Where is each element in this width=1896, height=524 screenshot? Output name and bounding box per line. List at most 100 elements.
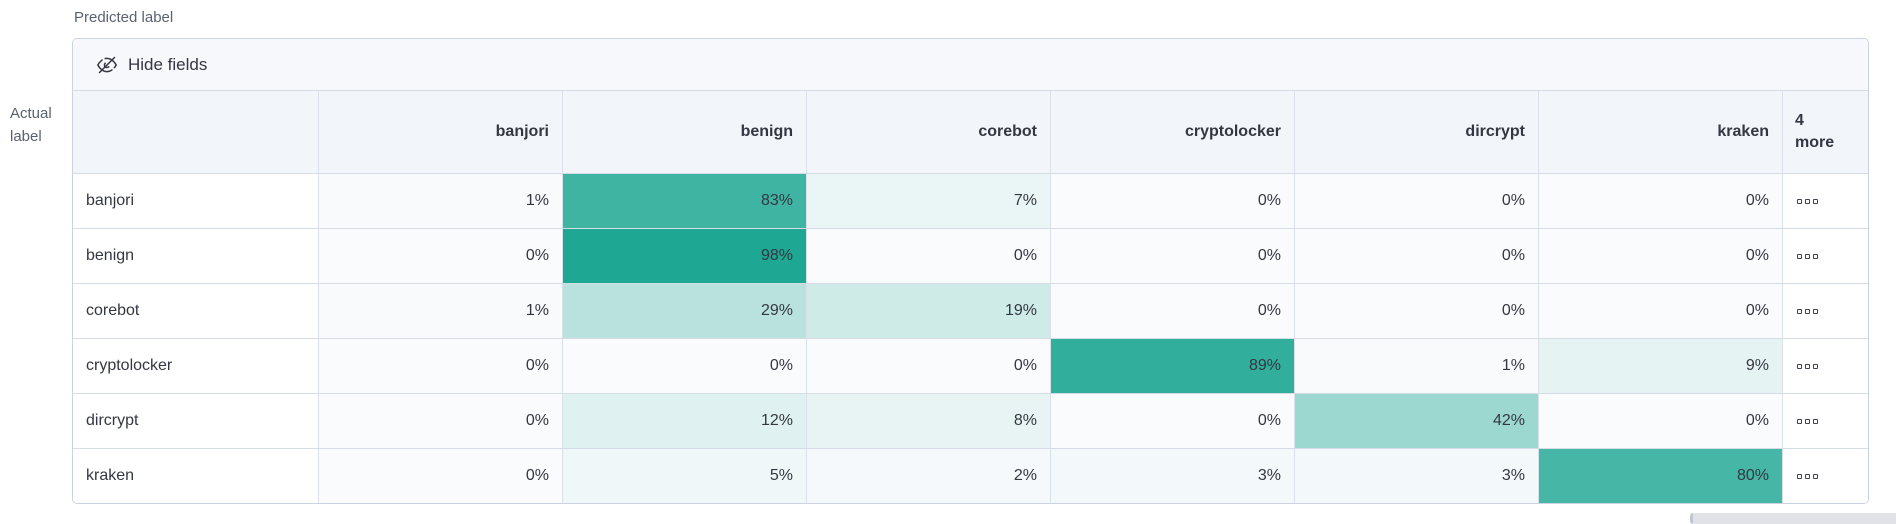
predicted-axis-label: Predicted label	[74, 9, 174, 26]
row-label: corebot	[86, 302, 140, 319]
value-cell[interactable]: 2%	[806, 449, 1050, 503]
row-label: banjori	[86, 192, 135, 209]
value-label: 0%	[1745, 247, 1769, 264]
value-label: 9%	[1745, 357, 1769, 374]
value-cell[interactable]: 0%	[318, 229, 562, 283]
value-label: 0%	[1257, 192, 1281, 209]
value-cell[interactable]: 80%	[1538, 449, 1782, 503]
value-cell[interactable]: 0%	[1294, 229, 1538, 283]
grid-toolbar: Hide fields	[73, 39, 1868, 91]
value-cell[interactable]: 1%	[1294, 339, 1538, 393]
column-header-label: cryptolocker	[1184, 123, 1281, 140]
row-label-cell[interactable]: corebot	[73, 284, 318, 338]
row-overflow-button[interactable]	[1795, 470, 1820, 483]
row-overflow-button[interactable]	[1795, 250, 1820, 263]
value-cell[interactable]: 5%	[562, 449, 806, 503]
value-cell[interactable]: 0%	[1538, 174, 1782, 228]
row-label-cell[interactable]: dircrypt	[73, 394, 318, 448]
value-label: 0%	[1257, 247, 1281, 264]
value-label: 1%	[525, 192, 549, 209]
boxes-horizontal-icon	[1797, 473, 1802, 479]
row-overflow-button[interactable]	[1795, 305, 1820, 318]
value-cell[interactable]: 0%	[318, 394, 562, 448]
row-label-cell[interactable]: benign	[73, 229, 318, 283]
boxes-horizontal-icon	[1797, 253, 1802, 259]
row-overflow-cell	[1782, 449, 1868, 503]
column-header[interactable]: banjori	[318, 91, 562, 173]
value-label: 2%	[1013, 467, 1037, 484]
value-cell[interactable]: 1%	[318, 284, 562, 338]
value-cell[interactable]: 0%	[1050, 229, 1294, 283]
value-cell[interactable]: 12%	[562, 394, 806, 448]
value-cell[interactable]: 9%	[1538, 339, 1782, 393]
value-cell[interactable]: 19%	[806, 284, 1050, 338]
value-cell[interactable]: 1%	[318, 174, 562, 228]
value-cell[interactable]: 0%	[806, 229, 1050, 283]
value-cell[interactable]: 0%	[562, 339, 806, 393]
value-label: 0%	[1745, 302, 1769, 319]
value-cell[interactable]: 0%	[318, 449, 562, 503]
value-cell[interactable]: 3%	[1294, 449, 1538, 503]
value-cell[interactable]: 0%	[1294, 174, 1538, 228]
more-columns-header: 4 more	[1782, 91, 1868, 173]
value-cell[interactable]: 8%	[806, 394, 1050, 448]
column-header[interactable]: benign	[562, 91, 806, 173]
value-cell[interactable]: 3%	[1050, 449, 1294, 503]
row-overflow-button[interactable]	[1795, 195, 1820, 208]
boxes-horizontal-icon	[1813, 253, 1818, 259]
horizontal-scrollbar[interactable]	[1690, 513, 1896, 524]
value-cell[interactable]: 83%	[562, 174, 806, 228]
value-label: 0%	[1501, 247, 1525, 264]
row-label-cell[interactable]: cryptolocker	[73, 339, 318, 393]
corner-header-cell	[73, 91, 318, 173]
value-cell[interactable]: 98%	[562, 229, 806, 283]
value-label: 0%	[1013, 247, 1037, 264]
row-label-cell[interactable]: banjori	[73, 174, 318, 228]
row-overflow-button[interactable]	[1795, 415, 1820, 428]
value-cell[interactable]: 0%	[318, 339, 562, 393]
value-label: 42%	[1492, 412, 1525, 429]
value-label: 3%	[1257, 467, 1281, 484]
value-label: 0%	[1013, 357, 1037, 374]
value-label: 0%	[1257, 412, 1281, 429]
hide-fields-button[interactable]: Hide fields	[87, 49, 217, 81]
column-header[interactable]: corebot	[806, 91, 1050, 173]
table-row: banjori 1% 83% 7% 0% 0% 0%	[73, 173, 1868, 228]
column-header-label: dircrypt	[1465, 123, 1525, 140]
row-label: cryptolocker	[86, 357, 173, 374]
scrollbar-thumb-edge	[1690, 513, 1693, 524]
value-cell[interactable]: 0%	[1050, 174, 1294, 228]
row-label-cell[interactable]: kraken	[73, 449, 318, 503]
value-cell[interactable]: 89%	[1050, 339, 1294, 393]
row-overflow-cell	[1782, 339, 1868, 393]
value-cell[interactable]: 0%	[1538, 284, 1782, 338]
value-label: 0%	[525, 467, 549, 484]
table-row: cryptolocker 0% 0% 0% 89% 1% 9%	[73, 338, 1868, 393]
column-header[interactable]: cryptolocker	[1050, 91, 1294, 173]
boxes-horizontal-icon	[1805, 473, 1810, 479]
value-label: 0%	[525, 357, 549, 374]
table-row: kraken 0% 5% 2% 3% 3% 80%	[73, 448, 1868, 503]
value-label: 12%	[760, 412, 793, 429]
value-cell[interactable]: 0%	[1294, 284, 1538, 338]
value-cell[interactable]: 0%	[1538, 229, 1782, 283]
value-label: 0%	[1257, 302, 1281, 319]
more-columns-label: 4 more	[1795, 112, 1835, 151]
row-overflow-button[interactable]	[1795, 360, 1820, 373]
column-header-label: kraken	[1717, 123, 1769, 140]
value-cell[interactable]: 0%	[1050, 284, 1294, 338]
value-label: 83%	[760, 192, 793, 209]
value-cell[interactable]: 42%	[1294, 394, 1538, 448]
boxes-horizontal-icon	[1813, 473, 1818, 479]
value-cell[interactable]: 0%	[1050, 394, 1294, 448]
value-cell[interactable]: 7%	[806, 174, 1050, 228]
boxes-horizontal-icon	[1805, 308, 1810, 314]
boxes-horizontal-icon	[1813, 418, 1818, 424]
row-overflow-cell	[1782, 174, 1868, 228]
table-row: benign 0% 98% 0% 0% 0% 0%	[73, 228, 1868, 283]
value-cell[interactable]: 0%	[806, 339, 1050, 393]
column-header[interactable]: dircrypt	[1294, 91, 1538, 173]
value-cell[interactable]: 0%	[1538, 394, 1782, 448]
value-cell[interactable]: 29%	[562, 284, 806, 338]
column-header[interactable]: kraken	[1538, 91, 1782, 173]
